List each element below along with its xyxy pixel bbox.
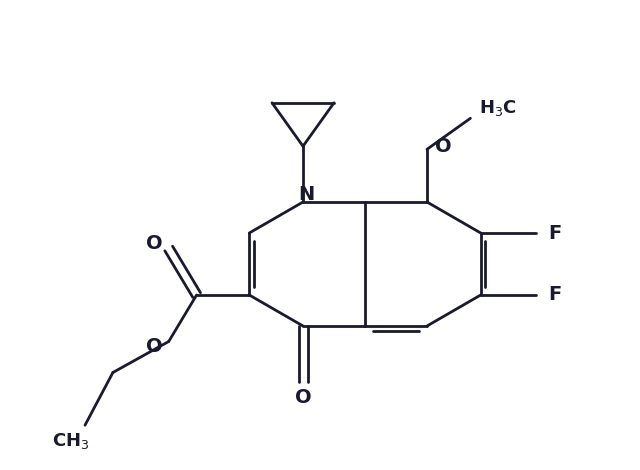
Text: F: F <box>548 285 561 305</box>
Text: O: O <box>147 337 163 356</box>
Text: F: F <box>548 224 561 243</box>
Text: CH$_3$: CH$_3$ <box>52 431 90 451</box>
Text: H$_3$C: H$_3$C <box>479 98 517 118</box>
Text: O: O <box>435 137 451 156</box>
Text: O: O <box>147 234 163 253</box>
Text: N: N <box>298 185 314 204</box>
Text: O: O <box>294 388 311 407</box>
